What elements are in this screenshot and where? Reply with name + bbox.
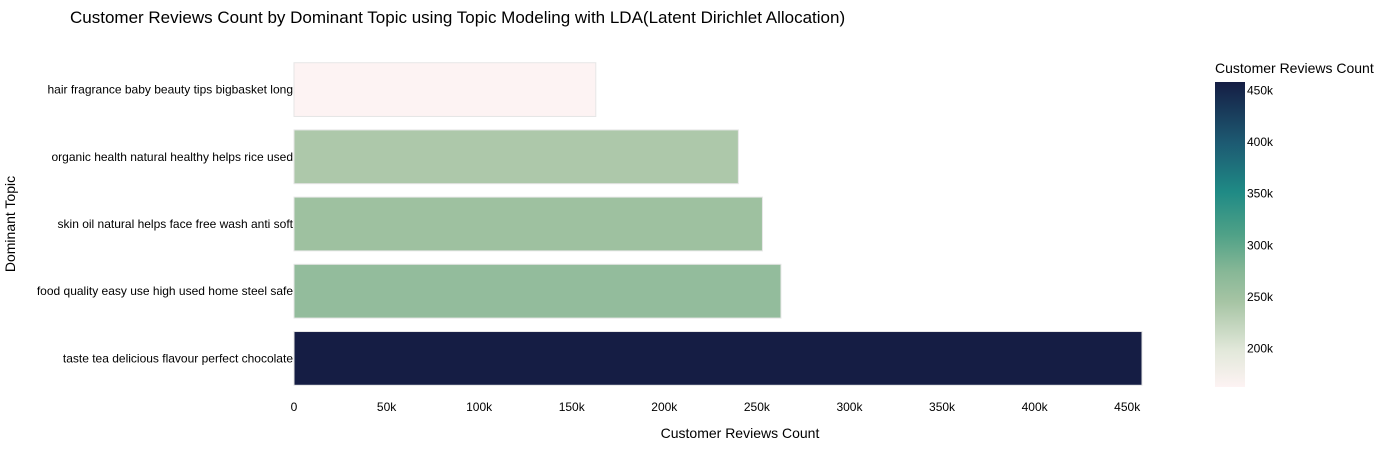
bars-layer: [293, 62, 1143, 386]
bar[interactable]: [293, 263, 782, 319]
x-tick-label: 400k: [1022, 400, 1049, 414]
bar[interactable]: [293, 331, 1143, 386]
x-tick-label: 450k: [1114, 400, 1141, 414]
chart-title: Customer Reviews Count by Dominant Topic…: [70, 8, 846, 27]
bar[interactable]: [293, 129, 739, 185]
colorbar-tick-label: 250k: [1247, 290, 1274, 304]
y-tick-label: organic health natural healthy helps ric…: [52, 150, 294, 164]
x-tick-label: 250k: [744, 400, 771, 414]
colorbar-tick-label: 300k: [1247, 238, 1274, 252]
x-tick-label: 100k: [466, 400, 493, 414]
colorbar-tick-label: 400k: [1247, 135, 1274, 149]
x-tick-label: 150k: [559, 400, 586, 414]
x-tick-label: 50k: [377, 400, 397, 414]
x-tick-labels: 0 50k 100k 150k 200k 250k 300k 350k 400k 450k: [291, 400, 1142, 414]
colorbar-tick-label: 200k: [1247, 342, 1274, 356]
x-tick-label: 350k: [929, 400, 956, 414]
y-tick-labels: taste tea delicious flavour perfect choc…: [37, 83, 294, 366]
colorbar-tick-label: 350k: [1247, 187, 1274, 201]
colorbar-title: Customer Reviews Count: [1215, 60, 1374, 76]
x-tick-label: 300k: [836, 400, 863, 414]
bar[interactable]: [293, 62, 597, 117]
colorbar-tick-label: 450k: [1247, 83, 1274, 97]
y-tick-label: skin oil natural helps face free wash an…: [58, 217, 294, 231]
colorbar-tick-labels: 200k 250k 300k 350k 400k 450k: [1247, 83, 1274, 355]
y-tick-label: hair fragrance baby beauty tips bigbaske…: [48, 83, 294, 97]
y-axis-title: Dominant Topic: [2, 176, 18, 272]
x-tick-label: 200k: [651, 400, 678, 414]
bar[interactable]: [293, 196, 763, 252]
colorbar: Customer Reviews Count 200k 250k 300k 350k 4…: [1215, 60, 1374, 387]
x-tick-label: 0: [291, 400, 298, 414]
x-axis-title: Customer Reviews Count: [661, 425, 820, 441]
colorbar-gradient: [1215, 82, 1245, 387]
y-tick-label: food quality easy use high used home ste…: [37, 284, 293, 298]
y-tick-label: taste tea delicious flavour perfect choc…: [63, 351, 293, 365]
